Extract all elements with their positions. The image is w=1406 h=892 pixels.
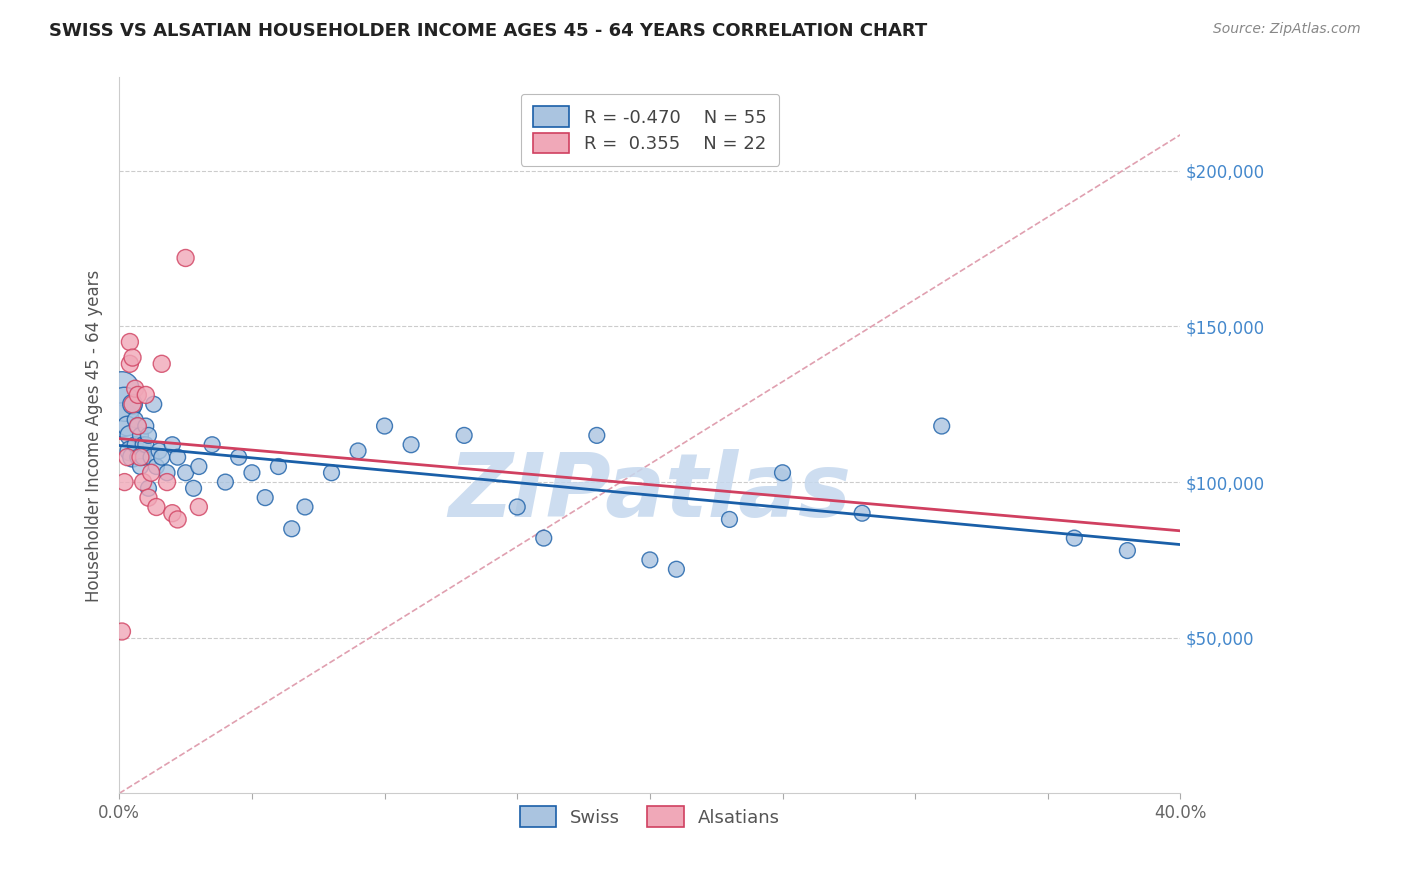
Point: [201, 438, 224, 452]
Point: [121, 351, 143, 365]
Point: [453, 428, 475, 442]
Y-axis label: Householder Income Ages 45 - 64 years: Householder Income Ages 45 - 64 years: [86, 269, 103, 601]
Point: [1063, 531, 1085, 545]
Point: [399, 438, 422, 452]
Point: [138, 491, 160, 505]
Point: [132, 438, 155, 452]
Point: [148, 444, 170, 458]
Point: [132, 475, 155, 489]
Point: [135, 419, 157, 434]
Point: [114, 397, 136, 411]
Point: [127, 419, 149, 434]
Point: [114, 475, 136, 489]
Point: [115, 419, 138, 434]
Point: [166, 450, 188, 465]
Point: [294, 500, 316, 514]
Point: [121, 397, 143, 411]
Point: [138, 481, 160, 495]
Point: [533, 531, 555, 545]
Point: [267, 459, 290, 474]
Point: [135, 438, 157, 452]
Point: [665, 562, 688, 576]
Point: [127, 419, 149, 434]
Point: [321, 466, 343, 480]
Point: [118, 334, 141, 349]
Point: [772, 466, 794, 480]
Point: [135, 388, 157, 402]
Point: [139, 466, 162, 480]
Point: [162, 438, 184, 452]
Point: [138, 428, 160, 442]
Point: [124, 438, 146, 452]
Legend: Swiss, Alsatians: Swiss, Alsatians: [513, 799, 787, 834]
Point: [121, 450, 143, 465]
Point: [118, 428, 141, 442]
Point: [150, 450, 173, 465]
Point: [162, 506, 184, 520]
Text: ZIPatlas: ZIPatlas: [449, 450, 852, 536]
Point: [280, 522, 302, 536]
Point: [142, 397, 165, 411]
Text: SWISS VS ALSATIAN HOUSEHOLDER INCOME AGES 45 - 64 YEARS CORRELATION CHART: SWISS VS ALSATIAN HOUSEHOLDER INCOME AGE…: [49, 22, 928, 40]
Point: [145, 500, 167, 514]
Point: [111, 413, 134, 427]
Point: [115, 450, 138, 465]
Text: Source: ZipAtlas.com: Source: ZipAtlas.com: [1213, 22, 1361, 37]
Point: [124, 413, 146, 427]
Point: [931, 419, 953, 434]
Point: [111, 382, 134, 396]
Point: [347, 444, 370, 458]
Point: [156, 466, 179, 480]
Point: [174, 466, 197, 480]
Point: [718, 512, 741, 526]
Point: [145, 459, 167, 474]
Point: [166, 512, 188, 526]
Point: [129, 428, 152, 442]
Point: [187, 500, 209, 514]
Point: [124, 382, 146, 396]
Point: [129, 450, 152, 465]
Point: [156, 475, 179, 489]
Point: [129, 459, 152, 474]
Point: [374, 419, 396, 434]
Point: [174, 251, 197, 265]
Point: [111, 624, 134, 639]
Point: [187, 459, 209, 474]
Point: [127, 450, 149, 465]
Point: [254, 491, 277, 505]
Point: [132, 450, 155, 465]
Point: [150, 357, 173, 371]
Point: [585, 428, 607, 442]
Point: [851, 506, 873, 520]
Point: [638, 553, 661, 567]
Point: [506, 500, 529, 514]
Point: [118, 444, 141, 458]
Point: [1116, 543, 1139, 558]
Point: [139, 450, 162, 465]
Point: [121, 397, 143, 411]
Point: [228, 450, 250, 465]
Point: [118, 357, 141, 371]
Point: [240, 466, 263, 480]
Point: [214, 475, 236, 489]
Point: [127, 388, 149, 402]
Point: [183, 481, 205, 495]
